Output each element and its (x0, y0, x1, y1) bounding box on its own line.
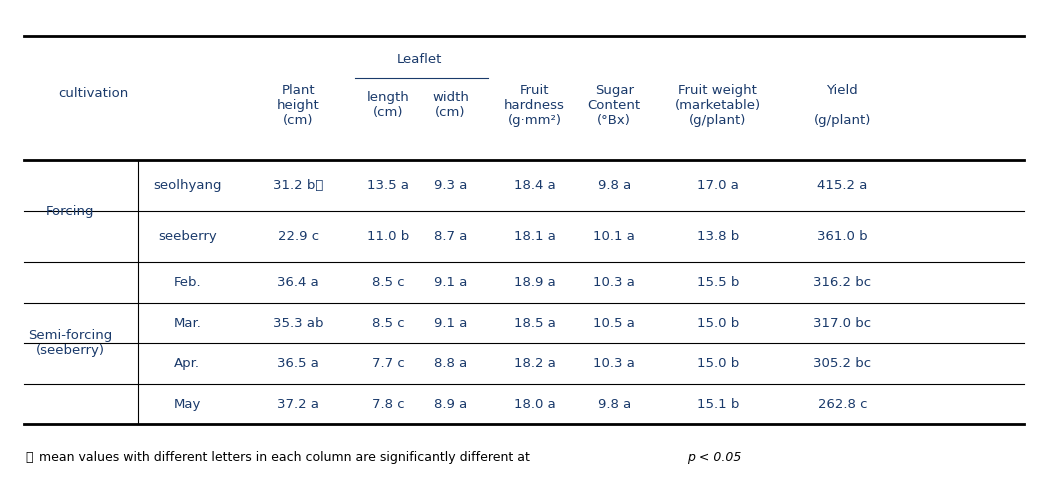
Text: 262.8 c: 262.8 c (818, 398, 867, 411)
Text: 9.8 a: 9.8 a (598, 179, 630, 192)
Text: 9.1 a: 9.1 a (433, 276, 467, 289)
Text: 9.3 a: 9.3 a (433, 179, 467, 192)
Text: 317.0 bc: 317.0 bc (813, 317, 871, 330)
Text: width
(cm): width (cm) (432, 91, 469, 119)
Text: ᵺ: ᵺ (26, 451, 33, 464)
Text: 18.9 a: 18.9 a (514, 276, 555, 289)
Text: 15.0 b: 15.0 b (697, 357, 739, 370)
Text: 8.5 c: 8.5 c (372, 276, 404, 289)
Text: 15.5 b: 15.5 b (697, 276, 739, 289)
Text: 15.1 b: 15.1 b (697, 398, 739, 411)
Text: 7.8 c: 7.8 c (372, 398, 404, 411)
Text: 316.2 bc: 316.2 bc (813, 276, 871, 289)
Text: Fruit
hardness
(g·mm²): Fruit hardness (g·mm²) (504, 84, 565, 127)
Text: 11.0 b: 11.0 b (367, 230, 410, 243)
Text: length
(cm): length (cm) (367, 91, 410, 119)
Text: May: May (174, 398, 201, 411)
Text: seolhyang: seolhyang (153, 179, 222, 192)
Text: 18.2 a: 18.2 a (514, 357, 555, 370)
Text: 305.2 bc: 305.2 bc (813, 357, 871, 370)
Text: 8.5 c: 8.5 c (372, 317, 404, 330)
Text: 37.2 a: 37.2 a (277, 398, 319, 411)
Text: Plant
height
(cm): Plant height (cm) (277, 84, 320, 127)
Text: 15.0 b: 15.0 b (697, 317, 739, 330)
Text: cultivation: cultivation (58, 87, 128, 100)
Text: 22.9 c: 22.9 c (277, 230, 319, 243)
Text: 10.5 a: 10.5 a (593, 317, 636, 330)
Text: 9.8 a: 9.8 a (598, 398, 630, 411)
Text: 17.0 a: 17.0 a (697, 179, 739, 192)
Text: 18.4 a: 18.4 a (514, 179, 555, 192)
Text: 361.0 b: 361.0 b (817, 230, 868, 243)
Text: Semi-forcing
(seeberry): Semi-forcing (seeberry) (28, 329, 113, 358)
Text: Fruit weight
(marketable)
(g/plant): Fruit weight (marketable) (g/plant) (675, 84, 761, 127)
Text: 13.5 a: 13.5 a (368, 179, 410, 192)
Text: p < 0.05: p < 0.05 (687, 451, 741, 464)
Text: Sugar
Content
(°Bx): Sugar Content (°Bx) (588, 84, 641, 127)
Text: 36.5 a: 36.5 a (277, 357, 319, 370)
Text: 18.1 a: 18.1 a (514, 230, 555, 243)
Text: 10.1 a: 10.1 a (593, 230, 636, 243)
Text: Apr.: Apr. (174, 357, 200, 370)
Text: 35.3 ab: 35.3 ab (273, 317, 323, 330)
Text: 10.3 a: 10.3 a (593, 276, 636, 289)
Text: 9.1 a: 9.1 a (433, 317, 467, 330)
Text: 18.0 a: 18.0 a (514, 398, 555, 411)
Text: 8.9 a: 8.9 a (433, 398, 467, 411)
Text: 18.5 a: 18.5 a (514, 317, 555, 330)
Text: 8.7 a: 8.7 a (433, 230, 467, 243)
Text: mean values with different letters in each column are significantly different at: mean values with different letters in ea… (39, 451, 534, 464)
Text: 36.4 a: 36.4 a (277, 276, 319, 289)
Text: 13.8 b: 13.8 b (697, 230, 739, 243)
Text: Feb.: Feb. (173, 276, 201, 289)
Text: 415.2 a: 415.2 a (817, 179, 868, 192)
Text: 31.2 bᵺ: 31.2 bᵺ (273, 179, 323, 192)
Text: seeberry: seeberry (158, 230, 217, 243)
Text: 8.8 a: 8.8 a (433, 357, 467, 370)
Text: Forcing: Forcing (46, 205, 95, 218)
Text: Mar.: Mar. (173, 317, 201, 330)
Text: Leaflet: Leaflet (397, 54, 442, 67)
Text: 7.7 c: 7.7 c (372, 357, 404, 370)
Text: 10.3 a: 10.3 a (593, 357, 636, 370)
Text: Yield

(g/plant): Yield (g/plant) (814, 84, 871, 127)
